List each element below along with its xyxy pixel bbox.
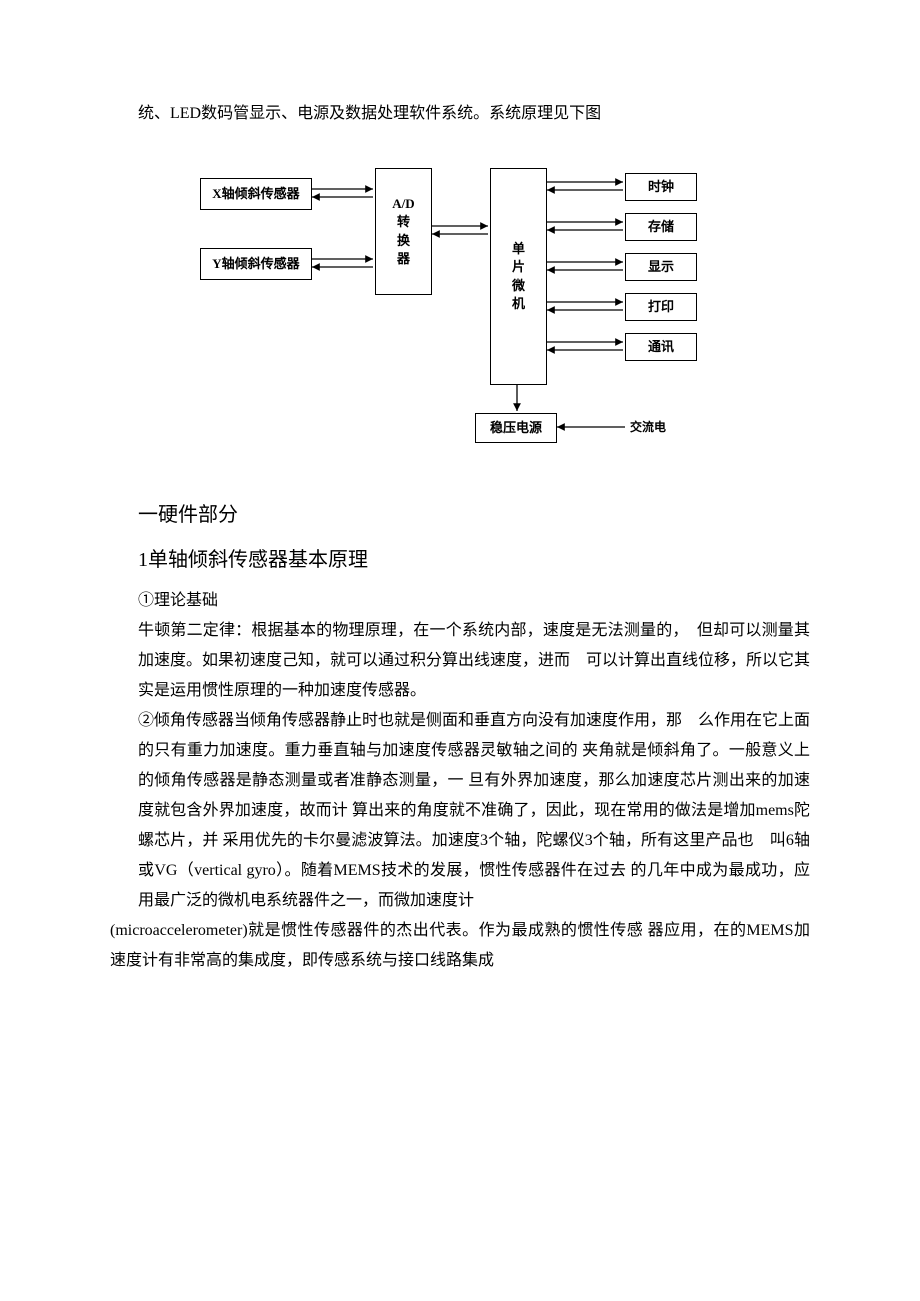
heading-sensor-principle: 1单轴倾斜传感器基本原理 [110, 543, 810, 572]
para-tilt-body: ②倾角传感器当倾角传感器静止时也就是侧面和垂直方向没有加速度作用，那 么作用在它… [110, 706, 810, 916]
para-theory-label: ①理论基础 [110, 586, 810, 616]
node-mcu: 单 片 微 机 [490, 168, 547, 385]
node-clock: 时钟 [625, 173, 697, 201]
label-ac: 交流电 [630, 418, 666, 435]
node-y-sensor: Y轴倾斜传感器 [200, 248, 312, 280]
para-theory-body: 牛顿第二定律：根据基本的物理原理，在一个系统内部，速度是无法测量的， 但却可以测… [110, 616, 810, 706]
para-microaccel: (microaccelerometer)就是惯性传感器件的杰出代表。作为最成熟的… [110, 916, 810, 976]
heading-hardware: 一硬件部分 [110, 498, 810, 527]
node-storage: 存储 [625, 213, 697, 241]
system-diagram: X轴倾斜传感器 Y轴倾斜传感器 A/D 转 换 器 单 片 微 机 时钟 存储 … [110, 168, 810, 448]
node-x-sensor: X轴倾斜传感器 [200, 178, 312, 210]
node-ad-converter: A/D 转 换 器 [375, 168, 432, 295]
intro-text: 统、LED数码管显示、电源及数据处理软件系统。系统原理见下图 [110, 100, 810, 128]
node-comm: 通讯 [625, 333, 697, 361]
node-display: 显示 [625, 253, 697, 281]
document-page: 统、LED数码管显示、电源及数据处理软件系统。系统原理见下图 X轴倾斜传感器 Y… [0, 0, 920, 1056]
node-print: 打印 [625, 293, 697, 321]
node-psu: 稳压电源 [475, 413, 557, 443]
